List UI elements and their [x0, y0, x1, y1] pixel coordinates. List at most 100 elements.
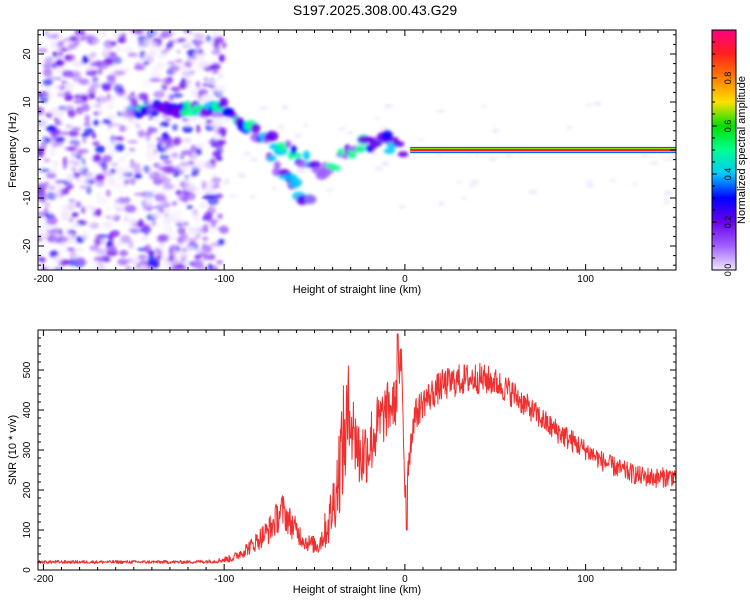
- noise-blob: [43, 207, 49, 216]
- noise-blob: [176, 235, 184, 245]
- noise-blob: [217, 239, 225, 246]
- y-tick-label: 10: [22, 96, 33, 108]
- noise-blob: [182, 221, 189, 226]
- noise-blob: [170, 244, 180, 250]
- noise-blob: [42, 68, 53, 77]
- ridge-blob: [383, 148, 396, 154]
- noise-blob: [98, 67, 103, 76]
- noise-blob: [163, 254, 168, 261]
- noise-blob: [109, 122, 121, 127]
- noise-blob: [209, 158, 216, 164]
- noise-blob: [209, 229, 217, 235]
- noise-blob: [170, 233, 177, 242]
- noise-blob: [201, 83, 213, 87]
- noise-blob: [203, 77, 209, 82]
- noise-blob: [194, 33, 205, 40]
- noise-blob: [38, 182, 48, 192]
- noise-blob: [168, 39, 174, 45]
- noise-blob: [57, 249, 68, 255]
- noise-blob: [116, 243, 127, 247]
- noise-blob: [41, 118, 48, 127]
- noise-blob: [89, 62, 98, 67]
- noise-blob: [137, 92, 147, 100]
- ridge-blob: [250, 123, 261, 134]
- noise-blob: [133, 168, 142, 175]
- noise-blob: [102, 220, 113, 229]
- noise-blob: [45, 125, 57, 132]
- noise-blob: [173, 219, 185, 224]
- noise-blob: [118, 189, 124, 195]
- noise-blob: [114, 136, 125, 142]
- noise-blob: [101, 49, 110, 58]
- noise-blob: [81, 56, 89, 65]
- noise-blob: [96, 192, 102, 200]
- noise-blob: [277, 124, 285, 130]
- noise-blob: [216, 226, 225, 232]
- ridge-blob: [354, 145, 366, 153]
- noise-blob: [100, 255, 110, 263]
- noise-blob: [101, 30, 108, 38]
- noise-blob: [156, 235, 165, 244]
- noise-blob: [155, 197, 168, 203]
- noise-blob: [71, 166, 77, 172]
- noise-blob: [207, 196, 219, 206]
- noise-blob: [197, 91, 203, 100]
- noise-blob: [207, 219, 219, 224]
- noise-blob: [129, 162, 141, 170]
- noise-blob: [190, 144, 197, 153]
- noise-blob: [79, 180, 89, 184]
- noise-blob: [46, 216, 58, 225]
- ridge-blob: [296, 160, 308, 168]
- noise-blob: [489, 156, 497, 162]
- ridge-blob: [267, 155, 277, 162]
- y-tick-label: 20: [22, 48, 33, 60]
- noise-blob: [650, 161, 659, 166]
- noise-blob: [195, 248, 201, 254]
- noise-blob: [470, 179, 480, 185]
- noise-blob: [145, 132, 151, 142]
- noise-blob: [202, 223, 209, 233]
- noise-blob: [122, 152, 132, 156]
- noise-blob: [149, 72, 162, 79]
- noise-blob: [163, 225, 175, 231]
- noise-blob: [95, 248, 107, 255]
- ridge-blob: [272, 167, 281, 177]
- noise-blob: [116, 45, 122, 52]
- noise-blob: [162, 165, 174, 174]
- noise-blob: [45, 172, 57, 179]
- noise-blob: [42, 94, 48, 98]
- noise-blob: [159, 121, 170, 127]
- noise-blob: [137, 247, 148, 252]
- noise-blob: [608, 179, 617, 182]
- noise-blob: [160, 30, 173, 38]
- noise-blob: [91, 76, 99, 83]
- noise-blob: [586, 183, 596, 188]
- noise-blob: [46, 34, 57, 40]
- noise-blob: [127, 140, 139, 144]
- ridge-blob: [302, 150, 310, 161]
- noise-blob: [281, 104, 289, 110]
- noise-blob: [195, 80, 201, 89]
- noise-blob: [63, 55, 71, 60]
- noise-blob: [216, 260, 224, 265]
- noise-blob: [110, 162, 119, 167]
- noise-blob: [72, 203, 77, 209]
- noise-blob: [222, 181, 230, 185]
- noise-blob: [173, 209, 184, 217]
- noise-blob: [248, 195, 257, 199]
- noise-blob: [171, 152, 179, 159]
- noise-blob: [89, 266, 102, 270]
- x-tick-label: -200: [33, 274, 53, 285]
- noise-blob: [119, 32, 126, 38]
- noise-blob: [274, 140, 281, 144]
- noise-blob: [127, 218, 138, 225]
- noise-blob: [191, 166, 200, 175]
- noise-blob: [66, 71, 74, 78]
- noise-blob: [57, 111, 64, 118]
- noise-blob: [106, 74, 117, 81]
- noise-blob: [182, 260, 189, 265]
- noise-blob: [102, 118, 112, 125]
- ridge-blob: [265, 130, 279, 142]
- noise-blob: [160, 50, 169, 54]
